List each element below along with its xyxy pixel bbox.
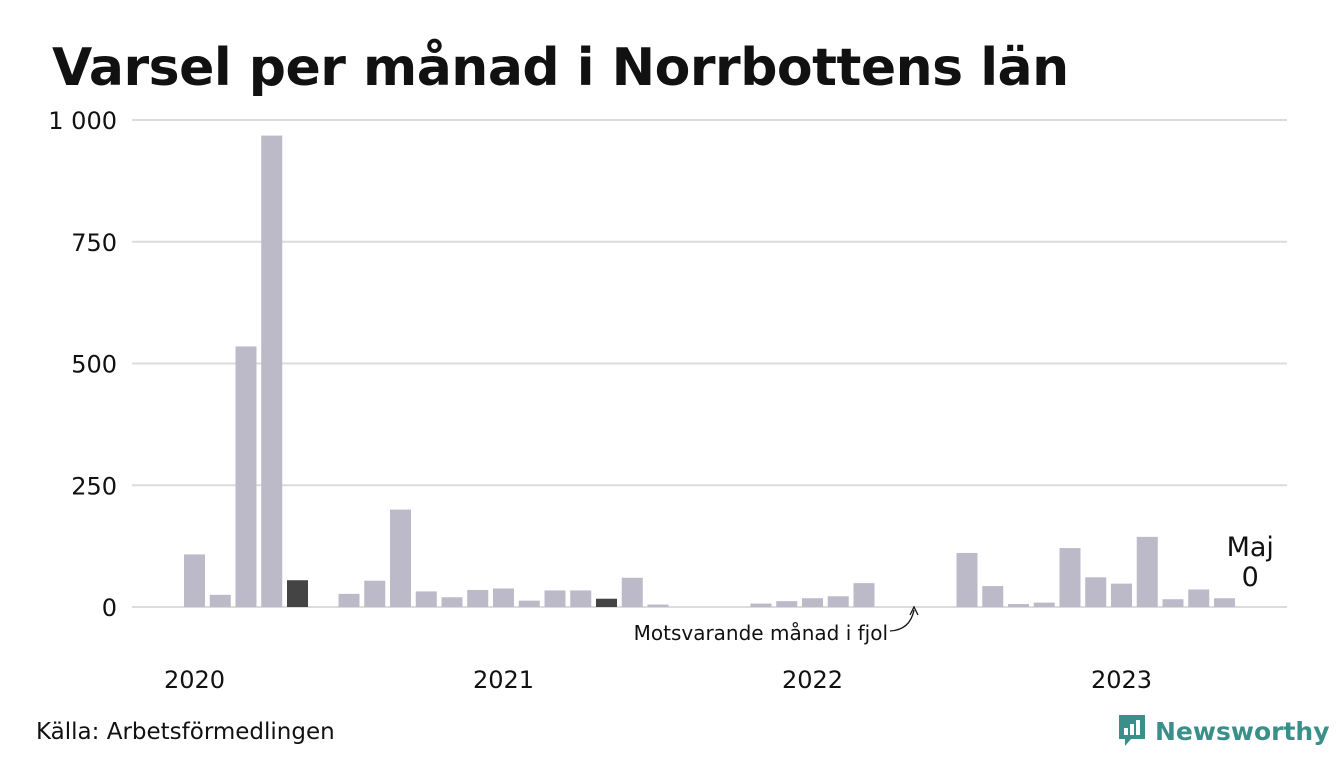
bar [1085, 577, 1107, 607]
bar [1162, 599, 1184, 607]
y-tick-label: 750 [71, 229, 117, 257]
bar [621, 577, 643, 607]
bar [338, 593, 360, 607]
bar [750, 603, 772, 607]
chart-title: Varsel per månad i Norrbottens län [52, 38, 1069, 98]
bar [184, 554, 205, 607]
y-tick-label: 250 [71, 472, 117, 500]
bar [853, 583, 875, 607]
bar [1214, 598, 1235, 607]
bar [1136, 536, 1158, 607]
bar [467, 589, 489, 607]
bar [570, 590, 592, 607]
bar [1111, 583, 1132, 607]
bar [235, 346, 257, 607]
bar-highlight [596, 598, 617, 607]
brand-name: Newsworthy [1155, 716, 1330, 746]
annotation-arrow [889, 609, 915, 632]
source-credit: Källa: Arbetsförmedlingen [36, 719, 335, 745]
prior-year-annotation: Motsvarande månad i fjol [634, 621, 888, 645]
bar [802, 598, 823, 607]
bar [390, 509, 411, 607]
bar [1059, 548, 1081, 607]
latest-month-label: Maj [1227, 532, 1274, 563]
bar-highlight [287, 580, 308, 607]
bar [647, 604, 669, 607]
bar [776, 601, 798, 607]
bar [364, 580, 386, 607]
bar [441, 597, 463, 607]
bar [518, 600, 540, 607]
bar [261, 135, 283, 608]
annotation-arrowhead [909, 605, 919, 616]
bar [544, 590, 566, 607]
bars [184, 135, 1235, 608]
bar [209, 594, 231, 607]
y-tick-label: 500 [71, 351, 117, 379]
x-tick-label: 2020 [164, 666, 225, 694]
x-tick-label: 2022 [782, 666, 843, 694]
bar [1033, 602, 1055, 607]
x-axis-ticks: 2020 2021 2022 2023 [164, 666, 1152, 694]
newsworthy-logo: Newsworthy [1117, 713, 1330, 749]
bar [982, 586, 1004, 607]
newsworthy-logo-icon [1119, 715, 1145, 746]
bar [493, 588, 514, 607]
x-tick-label: 2023 [1091, 666, 1152, 694]
y-tick-label: 1 000 [48, 107, 117, 135]
bar [1008, 604, 1029, 607]
bar [1188, 589, 1210, 607]
y-axis-ticks: 0 250 500 750 1 000 [48, 107, 117, 622]
x-tick-label: 2021 [473, 666, 534, 694]
latest-month-value: 0 [1242, 562, 1259, 593]
bar [827, 596, 849, 607]
gridlines [132, 119, 1287, 608]
y-tick-label: 0 [102, 594, 117, 622]
bar [956, 552, 978, 607]
bar [415, 591, 437, 607]
